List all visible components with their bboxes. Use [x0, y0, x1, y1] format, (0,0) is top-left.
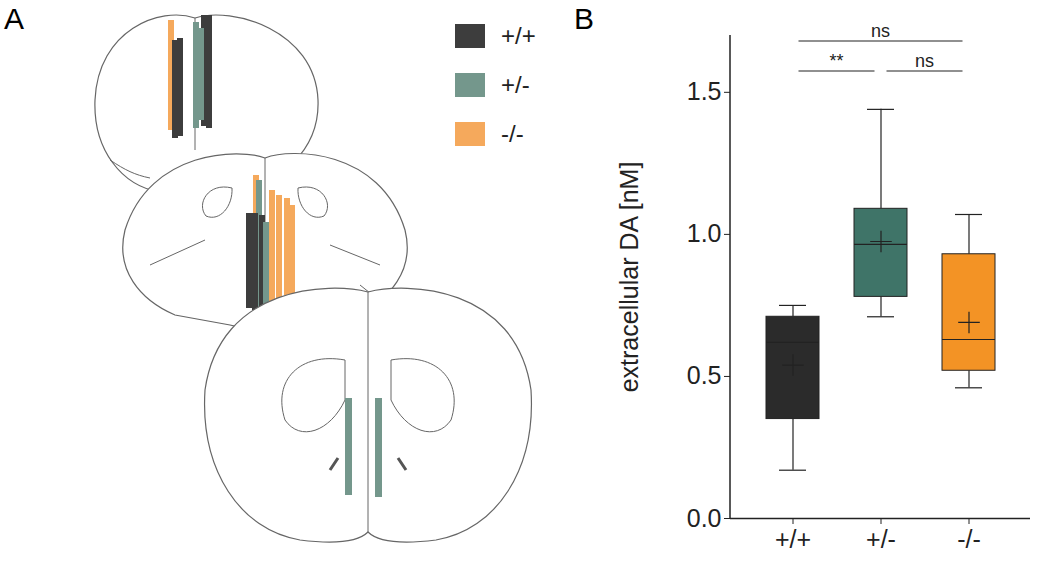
svg-text:+/+: +/+ — [501, 22, 536, 49]
svg-text:+/-: +/- — [501, 71, 530, 98]
svg-text:ns: ns — [871, 21, 890, 41]
html-text:B: B — [574, 2, 594, 35]
svg-text:0.5: 0.5 — [687, 361, 722, 389]
svg-text:1.5: 1.5 — [687, 77, 722, 105]
svg-text:-/-: -/- — [957, 525, 981, 553]
svg-text:-/-: -/- — [501, 120, 524, 147]
html-text:A: A — [4, 2, 24, 35]
svg-text:0.0: 0.0 — [687, 504, 722, 532]
svg-text:**: ** — [829, 51, 843, 71]
svg-text:ns: ns — [915, 51, 934, 71]
svg-text:+/-: +/- — [866, 525, 896, 553]
svg-text:extracellular DA [nM]: extracellular DA [nM] — [615, 162, 643, 393]
svg-text:1.0: 1.0 — [687, 219, 722, 247]
svg-text:+/+: +/+ — [775, 525, 811, 553]
